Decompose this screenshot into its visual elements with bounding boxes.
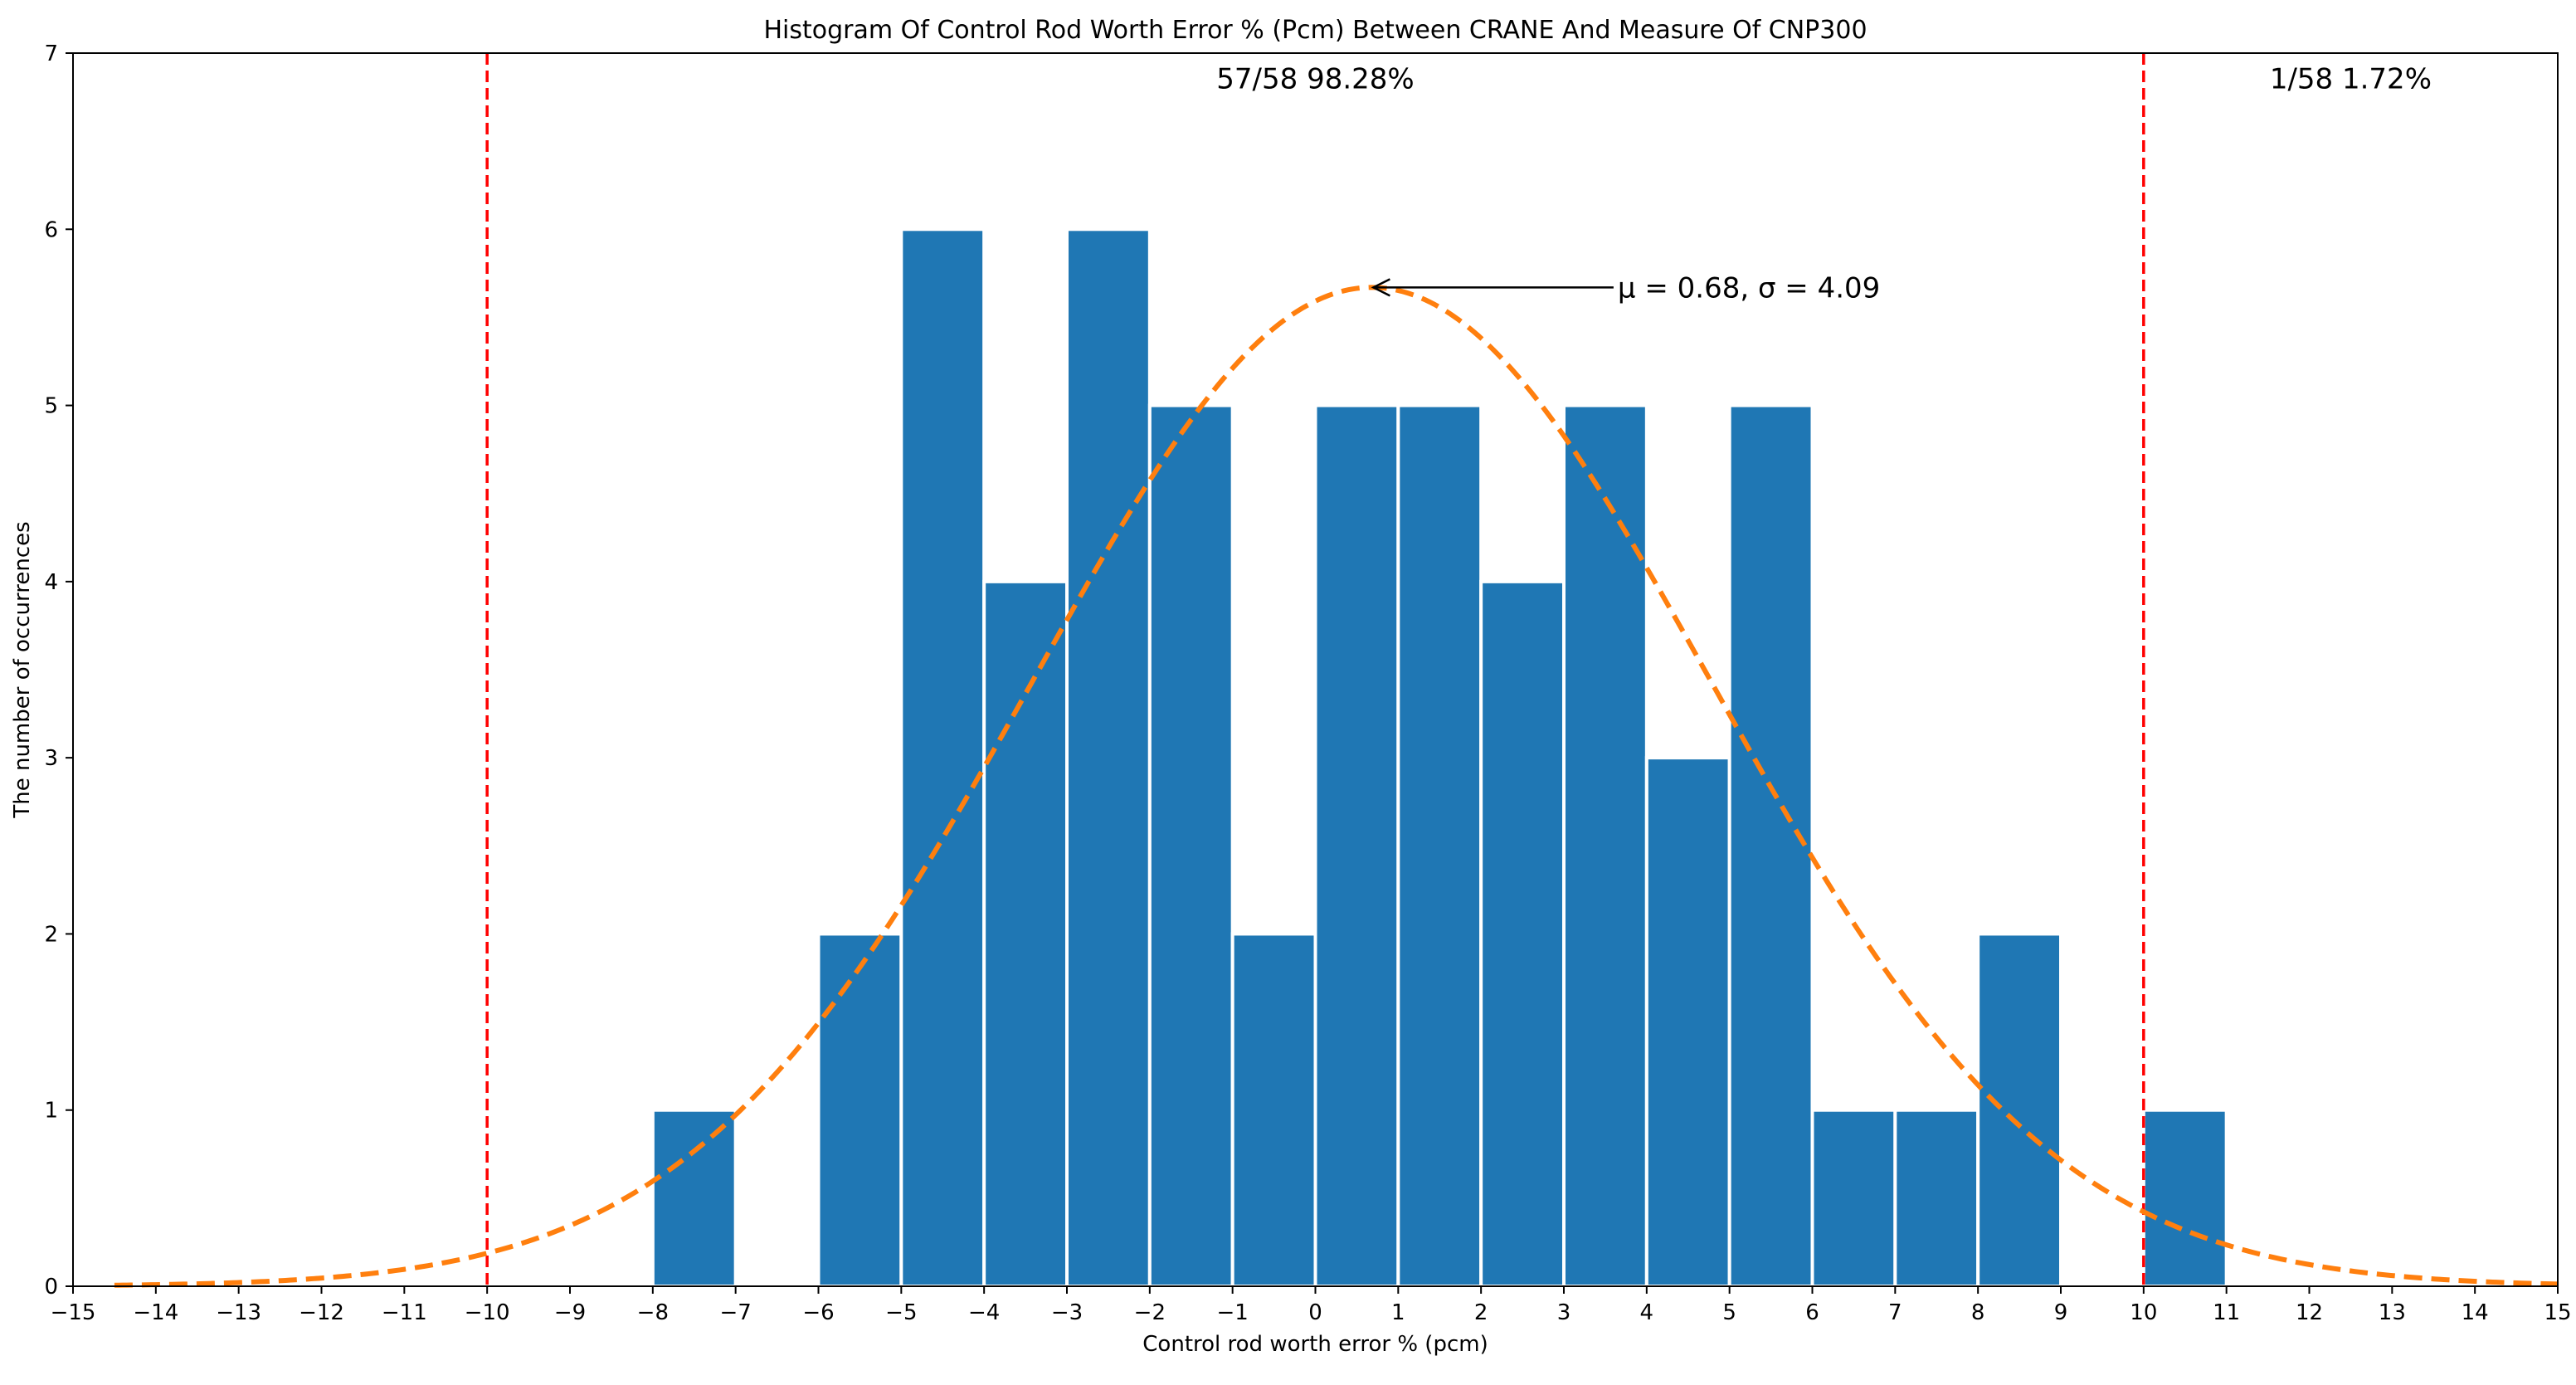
limit-lines-group bbox=[485, 53, 2145, 1286]
histogram-bar bbox=[650, 1108, 738, 1288]
histogram-bar bbox=[1396, 403, 1483, 1289]
histogram-bar bbox=[1810, 1108, 1897, 1288]
x-tick-label: −15 bbox=[51, 1300, 96, 1325]
histogram-bar bbox=[1065, 227, 1152, 1288]
histogram-bar bbox=[982, 579, 1069, 1288]
x-tick-label: −5 bbox=[885, 1300, 917, 1325]
inside-limits-annotation: 57/58 98.28% bbox=[1216, 62, 1414, 95]
x-tick-label: 12 bbox=[2296, 1300, 2323, 1325]
x-tick-label: −9 bbox=[554, 1300, 586, 1325]
x-tick-label: −6 bbox=[802, 1300, 834, 1325]
histogram-bar bbox=[1313, 403, 1400, 1289]
histogram-bar bbox=[1976, 932, 2063, 1289]
y-tick-label: 7 bbox=[44, 41, 58, 66]
x-tick-label: −10 bbox=[465, 1300, 510, 1325]
x-tick-label: −2 bbox=[1134, 1300, 1166, 1325]
histogram-bar bbox=[1562, 403, 1648, 1289]
x-tick-label: 2 bbox=[1474, 1300, 1488, 1325]
normal-curve-group bbox=[114, 285, 2559, 1288]
normal-distribution-curve bbox=[114, 285, 2559, 1288]
x-tick-label: −4 bbox=[968, 1300, 1000, 1325]
x-tick-label: −14 bbox=[133, 1300, 178, 1325]
x-tick-label: 14 bbox=[2462, 1300, 2489, 1325]
bars-group bbox=[650, 227, 2228, 1289]
x-tick-label: 9 bbox=[2054, 1300, 2068, 1325]
histogram-bar bbox=[899, 227, 986, 1288]
x-tick-label: −3 bbox=[1051, 1300, 1083, 1325]
x-tick-label: 15 bbox=[2544, 1300, 2571, 1325]
histogram-bar bbox=[1893, 1108, 1980, 1288]
y-tick-label: 1 bbox=[44, 1099, 58, 1124]
axes-group: −15 −14 −13 −12 −11 −10 −9 −8 −7 −6 −5 −4 −3 −2 −1 0 1 2 3… bbox=[44, 41, 2571, 1325]
x-tick-label: 3 bbox=[1557, 1300, 1571, 1325]
histogram-bar bbox=[1147, 403, 1234, 1289]
histogram-bar bbox=[1644, 756, 1731, 1288]
y-tick-label: 3 bbox=[44, 746, 58, 771]
fit-annotation-group: μ = 0.68, σ = 4.09 bbox=[1371, 271, 1880, 305]
x-tick-label: 13 bbox=[2379, 1300, 2406, 1325]
x-tick-label: 10 bbox=[2130, 1300, 2157, 1325]
outside-limits-annotation: 1/58 1.72% bbox=[2270, 62, 2432, 95]
y-tick-label: 0 bbox=[44, 1275, 58, 1300]
x-tick-label: 5 bbox=[1722, 1300, 1736, 1325]
y-tick-label: 6 bbox=[44, 217, 58, 242]
y-tick-label: 2 bbox=[44, 922, 58, 947]
histogram-bar bbox=[2141, 1108, 2228, 1288]
y-axis-label: The number of occurrences bbox=[10, 521, 35, 818]
fit-arrow-head bbox=[1371, 278, 1390, 297]
x-tick-label: 0 bbox=[1308, 1300, 1322, 1325]
fit-parameters-annotation: μ = 0.68, σ = 4.09 bbox=[1618, 271, 1880, 305]
x-tick-label: 4 bbox=[1640, 1300, 1654, 1325]
x-tick-label: 6 bbox=[1805, 1300, 1819, 1325]
histogram-bar bbox=[1727, 403, 1814, 1289]
x-tick-label: 7 bbox=[1888, 1300, 1902, 1325]
y-tick-label: 5 bbox=[44, 394, 58, 419]
x-tick-label: −11 bbox=[382, 1300, 427, 1325]
x-tick-label: −1 bbox=[1217, 1300, 1249, 1325]
x-tick-label: 1 bbox=[1391, 1300, 1405, 1325]
histogram-bar bbox=[1479, 579, 1566, 1288]
x-tick-label: −7 bbox=[720, 1300, 752, 1325]
histogram-bar bbox=[816, 932, 903, 1289]
x-tick-label: −8 bbox=[637, 1300, 669, 1325]
x-tick-label: 8 bbox=[1971, 1300, 1985, 1325]
histogram-bar bbox=[1230, 932, 1317, 1289]
chart-title: Histogram Of Control Rod Worth Error % (… bbox=[763, 16, 1867, 45]
x-tick-label: −12 bbox=[299, 1300, 344, 1325]
x-tick-label: 11 bbox=[2213, 1300, 2240, 1325]
y-tick-label: 4 bbox=[44, 570, 58, 595]
x-tick-label: −13 bbox=[216, 1300, 261, 1325]
x-axis-label: Control rod worth error % (pcm) bbox=[1142, 1332, 1488, 1357]
